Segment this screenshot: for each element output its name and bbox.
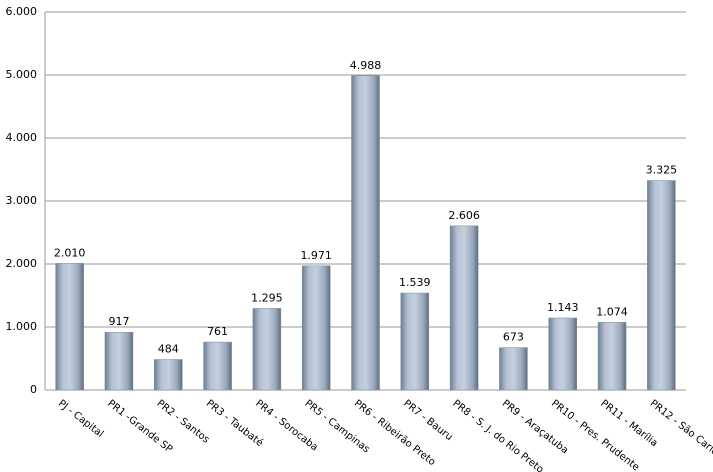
value-label: 673: [503, 331, 524, 344]
value-label: 1.295: [251, 291, 283, 304]
y-tick-label: 4.000: [6, 131, 38, 144]
bar: [301, 265, 331, 391]
bar: [203, 341, 232, 391]
value-label: 761: [207, 325, 228, 338]
value-label: 484: [158, 343, 179, 356]
y-tick-label: 3.000: [6, 194, 38, 207]
bar: [548, 317, 577, 391]
bar: [400, 292, 430, 391]
x-tick-label: PJ - Capital: [56, 398, 105, 440]
x-tick-label: PR8 - S. J. do Rio Preto: [450, 398, 545, 472]
bar: [597, 322, 627, 391]
value-label: 917: [108, 315, 129, 328]
bar: [499, 347, 528, 391]
value-label: 2.010: [54, 246, 86, 259]
value-label: 1.074: [596, 305, 628, 318]
bar: [55, 263, 84, 391]
value-label: 3.325: [646, 164, 678, 177]
bar: [449, 225, 479, 391]
value-label: 4.988: [350, 59, 382, 72]
y-tick-label: 6.000: [6, 5, 38, 18]
value-label: 1.143: [547, 301, 579, 314]
value-label: 2.606: [448, 209, 480, 222]
y-tick-label: 1.000: [6, 320, 38, 333]
bar: [154, 359, 183, 391]
value-label: 1.539: [399, 276, 431, 289]
x-tick-label: PR6 - Ribeirão Preto: [352, 398, 437, 468]
x-tick-label: PR10 - Pres. Prudente: [549, 398, 641, 472]
bar: [351, 75, 380, 391]
y-tick-label: 5.000: [6, 68, 38, 81]
bar: [104, 331, 134, 391]
y-tick-label: 2.000: [6, 257, 38, 270]
x-tick-label: PR12 - São Carlos: [648, 398, 713, 461]
bar: [647, 180, 676, 391]
y-tick-label: 0: [30, 383, 37, 396]
bar: [252, 308, 282, 391]
value-label: 1.971: [300, 249, 332, 262]
